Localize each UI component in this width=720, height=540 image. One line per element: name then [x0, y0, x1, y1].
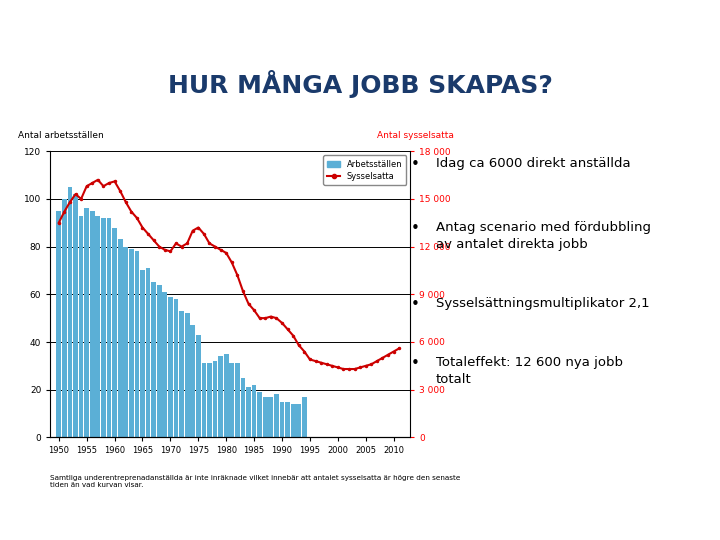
Text: Idag ca 6000 direkt anställda: Idag ca 6000 direkt anställda: [436, 157, 630, 170]
Bar: [123, 247, 128, 437]
Bar: [168, 296, 173, 437]
Bar: [135, 251, 139, 437]
Bar: [291, 404, 296, 437]
Bar: [246, 387, 251, 437]
Bar: [118, 239, 122, 437]
Bar: [279, 402, 284, 437]
Bar: [230, 363, 234, 437]
Text: Sysselsättningsmultiplikator 2,1: Sysselsättningsmultiplikator 2,1: [436, 297, 649, 310]
Bar: [235, 363, 240, 437]
Bar: [68, 187, 72, 437]
Bar: [190, 325, 195, 437]
Bar: [56, 211, 61, 437]
Bar: [285, 402, 290, 437]
Text: •: •: [410, 157, 419, 172]
Text: •: •: [410, 297, 419, 312]
Bar: [96, 215, 100, 437]
Bar: [240, 378, 246, 437]
Bar: [101, 218, 106, 437]
Bar: [302, 397, 307, 437]
Text: •: •: [410, 356, 419, 372]
Text: Antag scenario med fördubbling
av antalet direkta jobb: Antag scenario med fördubbling av antale…: [436, 221, 651, 252]
Bar: [263, 397, 268, 437]
Bar: [174, 299, 179, 437]
Bar: [90, 211, 94, 437]
Bar: [274, 394, 279, 437]
Bar: [179, 311, 184, 437]
Bar: [212, 361, 217, 437]
Bar: [163, 292, 167, 437]
Text: Samtliga underentreprenadanställda är inte inräknade vilket innebär att antalet : Samtliga underentreprenadanställda är in…: [50, 475, 461, 488]
Bar: [73, 194, 78, 437]
Bar: [107, 218, 112, 437]
Bar: [112, 227, 117, 437]
Bar: [62, 199, 67, 437]
Bar: [218, 356, 223, 437]
Bar: [151, 282, 156, 437]
Text: HUR MÅNGA JOBB SKAPAS?: HUR MÅNGA JOBB SKAPAS?: [168, 70, 552, 98]
Text: Antal arbetsstälIen: Antal arbetsstälIen: [18, 131, 104, 140]
Bar: [202, 363, 206, 437]
Bar: [157, 285, 161, 437]
Text: Totaleffekt: 12 600 nya jobb
totalt: Totaleffekt: 12 600 nya jobb totalt: [436, 356, 623, 387]
Bar: [196, 335, 201, 437]
Bar: [207, 363, 212, 437]
Bar: [185, 313, 189, 437]
Bar: [84, 208, 89, 437]
Bar: [129, 249, 134, 437]
Bar: [145, 268, 150, 437]
Bar: [140, 271, 145, 437]
Text: •: •: [410, 221, 419, 237]
Text: Antal sysselsatta: Antal sysselsatta: [377, 131, 454, 140]
Legend: Arbetsställen, Sysselsatta: Arbetsställen, Sysselsatta: [323, 156, 406, 185]
Bar: [257, 392, 262, 437]
Bar: [297, 404, 301, 437]
Bar: [269, 397, 273, 437]
Bar: [224, 354, 228, 437]
Bar: [78, 215, 84, 437]
Bar: [252, 385, 256, 437]
